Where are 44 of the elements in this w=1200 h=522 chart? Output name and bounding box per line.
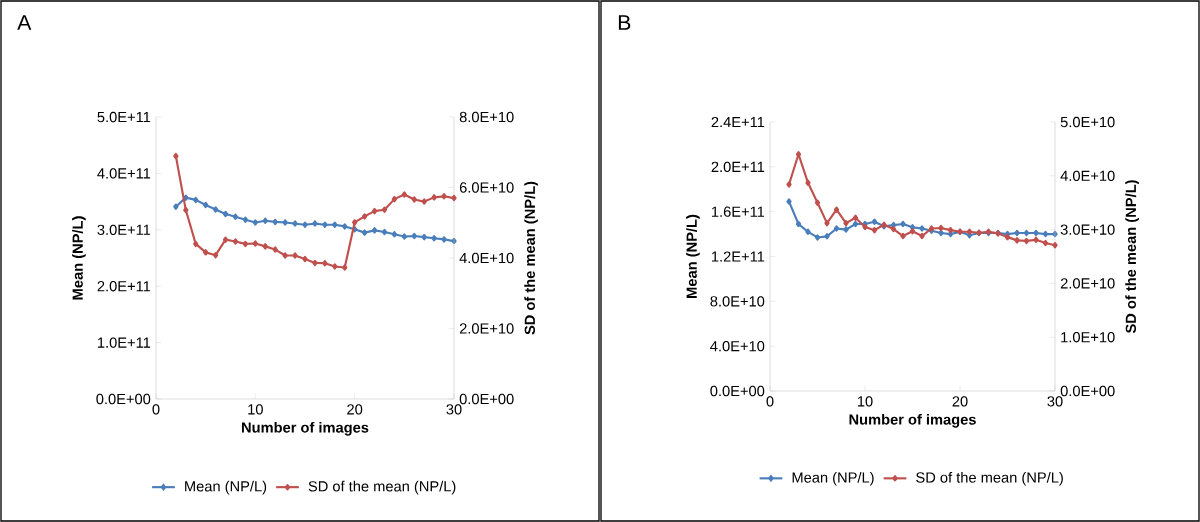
y-tick-label: 1.2E+11 bbox=[712, 251, 765, 262]
y2-tick-label: 1.0E+10 bbox=[1061, 332, 1115, 343]
y-tick-label: 2.4E+11 bbox=[711, 116, 765, 128]
x-tick-label: 10 bbox=[248, 404, 263, 415]
y2-tick-label: 6.0E+10 bbox=[459, 182, 514, 193]
y2-tick-label: 2.0E+10 bbox=[1060, 278, 1115, 289]
y2-tick-label: 4.0E+10 bbox=[459, 252, 514, 264]
y-axis-title: Mean (NP/L) bbox=[72, 216, 86, 300]
y2-tick-label: 4.0E+10 bbox=[1060, 170, 1115, 181]
y-tick-label: 5.0E+11 bbox=[97, 111, 151, 123]
y-tick-label: 1.0E+11 bbox=[97, 337, 151, 348]
y-tick-label: 2.0E+11 bbox=[97, 281, 151, 292]
x-axis-title: Number of images bbox=[242, 421, 369, 436]
y-tick-label: 0.0E+00 bbox=[710, 385, 765, 397]
x-tick-label: 20 bbox=[347, 404, 363, 415]
y2-tick-label: 8.0E+10 bbox=[459, 111, 514, 123]
y2-tick-label: 2.0E+10 bbox=[459, 323, 514, 334]
x-tick-label: 30 bbox=[446, 404, 462, 415]
y-tick-label: 4.0E+11 bbox=[97, 168, 151, 179]
y-tick-label: 3.0E+11 bbox=[97, 224, 151, 235]
y-tick-label: 2.0E+11 bbox=[711, 161, 765, 173]
legend-label: Mean (NP/L) bbox=[185, 480, 267, 495]
y-axis-title: Mean (NP/L) bbox=[686, 214, 700, 298]
y2-tick-label: 0.0E+00 bbox=[459, 393, 514, 405]
chart-title: B bbox=[618, 15, 631, 30]
x-tick-label: 10 bbox=[857, 396, 873, 407]
y-tick-label: 4.0E+10 bbox=[710, 340, 765, 352]
y-tick-label: 1.6E+11 bbox=[712, 206, 765, 217]
chart-title: A bbox=[17, 15, 32, 30]
y-tick-label: 0.0E+00 bbox=[96, 393, 151, 405]
legend-label: SD of the mean (NP/L) bbox=[308, 480, 456, 495]
x-tick-label: 0 bbox=[152, 404, 160, 415]
y2-tick-label: 3.0E+10 bbox=[1060, 224, 1115, 235]
x-tick-label: 30 bbox=[1047, 396, 1063, 407]
y2-tick-label: 0.0E+00 bbox=[1060, 385, 1115, 397]
y-tick-label: 8.0E+10 bbox=[710, 296, 765, 307]
legend-label: Mean (NP/L) bbox=[792, 471, 874, 486]
x-tick-label: 20 bbox=[952, 396, 968, 407]
x-tick-label: 0 bbox=[766, 396, 774, 407]
x-axis-title: Number of images bbox=[849, 413, 976, 428]
legend-label: SD of the mean (NP/L) bbox=[916, 471, 1063, 486]
y2-axis-title: SD of the mean (NP/L) bbox=[524, 181, 538, 335]
y2-tick-label: 5.0E+10 bbox=[1060, 116, 1115, 128]
y2-axis-title: SD of the mean (NP/L) bbox=[1125, 180, 1139, 334]
